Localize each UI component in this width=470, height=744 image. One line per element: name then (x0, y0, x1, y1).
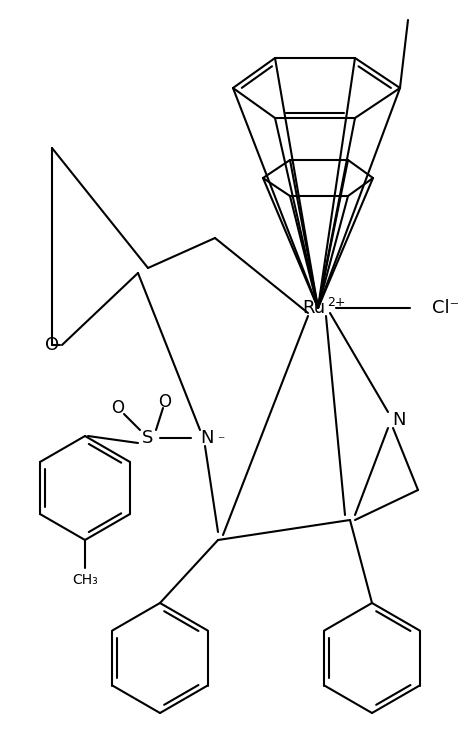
Text: N: N (392, 411, 406, 429)
Text: O: O (158, 393, 172, 411)
Text: S: S (142, 429, 154, 447)
Text: CH₃: CH₃ (72, 573, 98, 587)
Text: Ru: Ru (302, 299, 326, 317)
Text: 2+: 2+ (327, 295, 345, 309)
Text: O: O (45, 336, 59, 354)
Text: N: N (200, 429, 214, 447)
Text: Cl⁻: Cl⁻ (432, 299, 459, 317)
Text: ⁻: ⁻ (217, 434, 225, 448)
Text: O: O (111, 399, 125, 417)
